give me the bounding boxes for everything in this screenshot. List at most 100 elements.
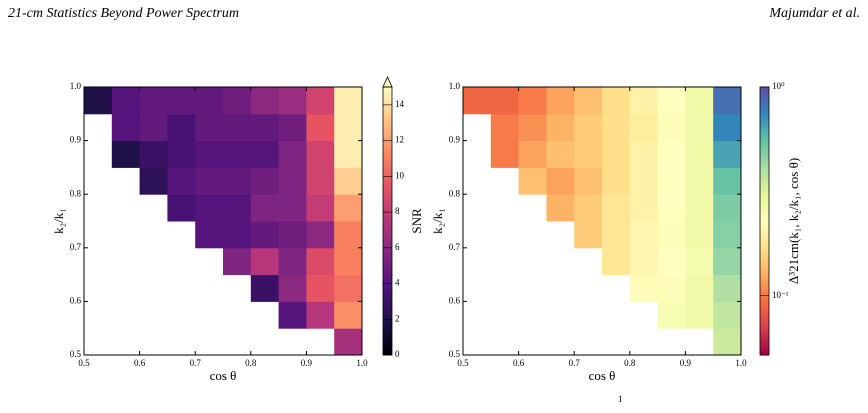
colorbar-swatch [760, 281, 769, 286]
colorbar-swatch [383, 117, 392, 121]
colorbar-swatch [383, 247, 392, 252]
heatmap-cell [518, 140, 547, 168]
colorbar-swatch [760, 221, 769, 225]
colorbar-swatch [760, 237, 769, 242]
heatmap-cell [250, 274, 280, 302]
heatmap-cell [546, 87, 575, 115]
colorbar-swatch [383, 231, 392, 235]
heatmap-cell [334, 194, 363, 222]
heatmap-cell [167, 87, 196, 115]
colorbar-swatch [760, 341, 769, 346]
x-tick-label: 1.0 [356, 358, 368, 368]
heatmap-cell [278, 113, 307, 142]
heatmap-cell [167, 167, 196, 195]
heatmap-cell [685, 301, 714, 329]
colorbar-swatch [760, 174, 769, 178]
colorbar-swatch [760, 150, 769, 155]
y-tick-label: 1.0 [449, 81, 461, 91]
colorbar-swatch [383, 150, 392, 155]
heatmap-cell [278, 274, 307, 302]
colorbar-swatch [383, 344, 392, 349]
heatmap-cell [250, 247, 280, 276]
colorbar-tick-label: 6 [395, 242, 400, 252]
heatmap-cell [334, 301, 363, 329]
heatmap-cell [139, 140, 168, 168]
heatmap-cell [574, 194, 603, 222]
colorbar-swatch [760, 137, 769, 142]
colorbar-tick-label: 12 [395, 135, 404, 145]
heatmap-cell [685, 113, 714, 142]
colorbar-swatch [760, 90, 769, 95]
colorbar-swatch [383, 271, 392, 276]
heatmap-cell [250, 194, 280, 222]
colorbar-swatch [760, 298, 769, 302]
heatmap-cell [685, 274, 714, 302]
heatmap-cell [223, 247, 252, 276]
heatmap-cell [306, 247, 335, 276]
heatmap-cell [195, 113, 224, 142]
colorbar-swatch [760, 311, 769, 316]
y-tick-label: 0.9 [449, 135, 461, 145]
heatmap-cell [306, 113, 335, 142]
x-tick-label: 0.5 [78, 358, 90, 368]
colorbar-swatch [760, 87, 769, 91]
heatmap-cell [518, 87, 547, 115]
heatmap-cell [629, 140, 659, 168]
x-axis-label: cos θ [589, 368, 616, 383]
colorbar-tick-label: 2 [395, 313, 400, 323]
colorbar-swatch [383, 177, 392, 182]
heatmap-cell [250, 167, 280, 195]
x-tick-label: 0.6 [513, 358, 525, 368]
colorbar-swatch [760, 244, 769, 249]
heatmap-cell [490, 140, 520, 168]
heatmap-cell [574, 221, 603, 249]
colorbar-swatch [760, 130, 769, 135]
heatmap-cell [463, 87, 492, 115]
heatmap-cell [111, 87, 141, 115]
colorbar-swatch [383, 214, 392, 219]
colorbar-swatch [383, 251, 392, 255]
colorbar-swatch [760, 231, 769, 235]
heatmap-cell [306, 194, 335, 222]
colorbar-swatch [383, 100, 392, 105]
colorbar-swatch [383, 254, 392, 259]
axes-frame [462, 86, 742, 356]
colorbar-swatch [760, 143, 769, 148]
heatmap-cell [546, 194, 575, 222]
heatmap-cell [167, 113, 196, 142]
colorbar-swatch [383, 274, 392, 279]
colorbar-swatch [760, 304, 769, 309]
colorbar-swatch [383, 160, 392, 165]
colorbar-swatch [760, 164, 769, 168]
y-axis-label: k₂/k₁ [51, 208, 66, 234]
heatmap-cell [250, 140, 280, 168]
colorbar-swatch [760, 344, 769, 349]
colorbar-swatch [383, 241, 392, 245]
colorbar-swatch [383, 87, 392, 91]
colorbar-swatch [760, 284, 769, 289]
heatmap-cell [518, 113, 547, 142]
heatmap-cell [713, 328, 742, 356]
x-axis-label: cos θ [210, 368, 237, 383]
colorbar-swatch [383, 234, 392, 239]
colorbar-swatch [760, 264, 769, 269]
colorbar-swatch [383, 97, 392, 101]
colorbar-swatch [760, 294, 769, 299]
colorbar-swatch [383, 351, 392, 356]
heatmap-cell [334, 140, 363, 168]
heatmap-cell [278, 194, 307, 222]
heatmap-cell [223, 113, 252, 142]
heatmap-cell [657, 221, 686, 249]
colorbar-swatch [383, 190, 392, 195]
colorbar-swatch [760, 247, 769, 252]
heatmap-cell [223, 221, 252, 249]
colorbar-swatch [383, 221, 392, 225]
colorbar-swatch [760, 187, 769, 192]
heatmap-cell [306, 221, 335, 249]
colorbar-tick-label: 8 [395, 206, 400, 216]
colorbar-swatch [760, 308, 769, 312]
y-tick-label: 0.7 [449, 242, 461, 252]
colorbar-swatch [383, 311, 392, 316]
heatmap-cell [195, 87, 224, 115]
y-tick-label: 0.5 [70, 349, 82, 359]
